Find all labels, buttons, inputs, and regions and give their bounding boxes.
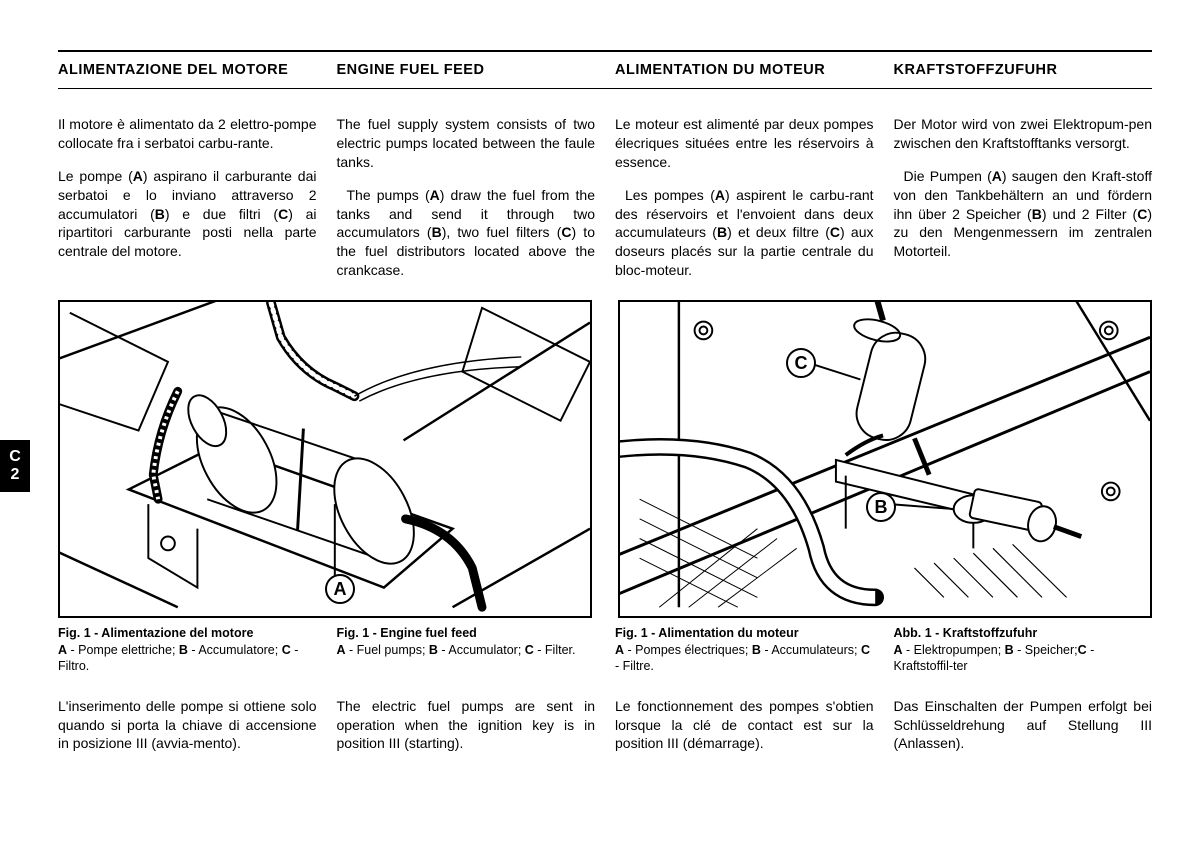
page-tab-number: 2 <box>11 466 20 484</box>
footer-it: L'inserimento delle pompe si ottiene sol… <box>58 697 317 754</box>
intro-it: Il motore è alimentato da 2 elettro-pomp… <box>58 115 317 294</box>
caption-fr-title: Fig. 1 - Alimentation du moteur <box>615 626 874 640</box>
heading-it: ALIMENTAZIONE DEL MOTORE <box>58 62 317 84</box>
intro-it-p2: Le pompe (A) aspirano il carburante dai … <box>58 167 317 261</box>
caption-en-title: Fig. 1 - Engine fuel feed <box>337 626 596 640</box>
caption-fr: Fig. 1 - Alimentation du moteur A - Pomp… <box>615 626 874 675</box>
caption-de-title: Abb. 1 - Kraftstoffzufuhr <box>894 626 1153 640</box>
header-underline <box>58 88 1152 89</box>
figure-left: A <box>58 300 592 618</box>
intro-de: Der Motor wird von zwei Elektropum-pen z… <box>894 115 1153 294</box>
heading-fr: ALIMENTATION DU MOTEUR <box>615 62 874 84</box>
intro-de-p2: Die Pumpen (A) saugen den Kraft-stoff vo… <box>894 167 1153 261</box>
footer-en: The electric fuel pumps are sent in oper… <box>337 697 596 754</box>
figure-left-svg <box>60 302 590 616</box>
intro-en-p1: The fuel supply system consists of two e… <box>337 115 596 172</box>
intro-en: The fuel supply system consists of two e… <box>337 115 596 294</box>
figures-row: A <box>58 300 1152 618</box>
intro-text-row: Il motore è alimentato da 2 elettro-pomp… <box>58 115 1152 294</box>
intro-it-p1: Il motore è alimentato da 2 elettro-pomp… <box>58 115 317 153</box>
heading-en: ENGINE FUEL FEED <box>337 62 596 84</box>
caption-it-body: A - Pompe elettriche; B - Accumulatore; … <box>58 642 317 675</box>
figure-right: C B <box>618 300 1152 618</box>
intro-fr-p2: Les pompes (A) aspirent le carbu-rant de… <box>615 186 874 280</box>
footer-row: L'inserimento delle pompe si ottiene sol… <box>58 697 1152 754</box>
caption-it: Fig. 1 - Alimentazione del motore A - Po… <box>58 626 317 675</box>
caption-en-body: A - Fuel pumps; B - Accumulator; C - Fil… <box>337 642 596 658</box>
caption-en: Fig. 1 - Engine fuel feed A - Fuel pumps… <box>337 626 596 675</box>
heading-de: KRAFTSTOFFZUFUHR <box>894 62 1153 84</box>
intro-en-p2: The pumps (A) draw the fuel from the tan… <box>337 186 596 280</box>
footer-de: Das Einschalten der Pumpen erfolgt bei S… <box>894 697 1153 754</box>
page-tab-letter: C <box>9 448 21 466</box>
intro-de-p1: Der Motor wird von zwei Elektropum-pen z… <box>894 115 1153 153</box>
footer-fr: Le fonctionnement des pompes s'obtien lo… <box>615 697 874 754</box>
intro-fr: Le moteur est alimenté par deux pompes é… <box>615 115 874 294</box>
caption-fr-body: A - Pompes électriques; B - Accumulateur… <box>615 642 874 675</box>
figure-right-svg <box>620 302 1150 616</box>
page-tab: C 2 <box>0 440 30 492</box>
header-row: ALIMENTAZIONE DEL MOTORE ENGINE FUEL FEE… <box>58 62 1152 84</box>
top-rule <box>58 50 1152 52</box>
callout-c: C <box>786 348 816 378</box>
intro-fr-p1: Le moteur est alimenté par deux pompes é… <box>615 115 874 172</box>
caption-de: Abb. 1 - Kraftstoffzufuhr A - Elektropum… <box>894 626 1153 675</box>
callout-a: A <box>325 574 355 604</box>
caption-it-title: Fig. 1 - Alimentazione del motore <box>58 626 317 640</box>
caption-de-body: A - Elektropumpen; B - Speicher;C -Kraft… <box>894 642 1153 675</box>
caption-row: Fig. 1 - Alimentazione del motore A - Po… <box>58 626 1152 675</box>
callout-b: B <box>866 492 896 522</box>
